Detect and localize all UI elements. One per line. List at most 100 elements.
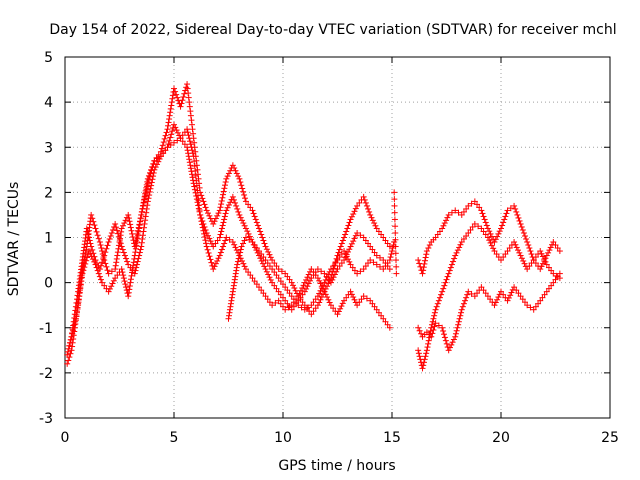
data-point [347,243,354,250]
data-point-fill [218,197,225,204]
data-point-fill [482,290,489,297]
data-point-fill [189,174,196,181]
data-point-fill [299,291,306,298]
data-point-fill [118,228,125,235]
data-point-fill [64,348,71,355]
data-point-fill [214,237,221,244]
data-point-fill [225,170,232,177]
data-point-fill [188,171,195,178]
data-point-fill [418,330,425,337]
data-point-fill [318,268,325,275]
data-point-fill [137,218,144,225]
data-point-fill [351,267,358,274]
data-point [256,248,263,255]
data-point-fill [246,233,253,240]
data-point-fill [132,245,139,252]
data-point-fill [436,228,443,235]
data-point-fill [180,93,187,100]
data-point [85,248,92,255]
data-point-fill [316,277,323,284]
data-point [471,198,478,205]
data-point-fill [153,154,160,161]
data-point-fill [392,229,399,236]
data-point-fill [238,182,245,189]
data-point-fill [104,242,111,249]
data-point-fill [261,263,268,270]
data-point-fill [392,250,399,257]
data-point-fill [115,233,122,240]
data-point-fill [448,261,455,268]
data-point-fill [178,100,185,107]
grid-layer [65,57,610,418]
data-point [83,225,90,232]
data-point [112,220,119,227]
data-point-fill [515,214,522,221]
data-point [223,207,230,214]
data-point-fill [140,199,147,206]
data-point [282,284,289,291]
data-point-fill [350,238,357,245]
data-point [236,211,243,218]
data-point-fill [141,224,148,231]
data-point-fill [431,309,438,316]
data-point-fill [515,247,522,254]
data-point-fill [204,246,211,253]
data-point-fill [168,99,175,106]
data-point [164,144,171,151]
data-point-fill [117,240,124,247]
data-point-fill [280,281,286,288]
data-point-fill [455,321,462,328]
data-point-fill [337,305,344,312]
data-point-fill [487,230,494,237]
data-point-fill [363,202,370,209]
data-point-fill [371,249,378,256]
data-point-fill [191,139,198,146]
data-point-fill [316,290,323,297]
data-point-fill [131,255,138,262]
data-point-fill [519,226,526,233]
data-point-fill [451,255,458,262]
data-point-fill [97,276,104,283]
data-point-fill [233,202,240,209]
data-point-fill [378,231,385,238]
data-point [334,311,341,318]
data-point [269,302,276,309]
data-point-fill [144,178,151,185]
data-point-fill [82,260,89,267]
data-point [275,288,282,295]
data-point-fill [146,192,153,199]
data-point [478,225,485,232]
data-point-fill [207,238,214,245]
data-point [249,207,256,214]
data-point [367,257,374,264]
y-tick-label: 3 [44,140,53,156]
data-point [321,270,328,277]
data-point [88,211,95,218]
data-point [112,275,119,282]
data-point-fill [488,233,495,240]
tick-layer: 0 5 10 15 20 25 -3 -2 -1 0 1 2 3 4 5 [39,50,619,446]
data-point-fill [495,294,502,301]
data-point-fill [233,247,240,254]
data-point-fill [200,227,207,234]
data-point-fill [114,230,121,237]
data-point [543,261,550,268]
data-point-fill [108,229,115,236]
data-point [138,211,145,218]
data-point-fill [108,283,115,290]
data-point-fill [351,235,358,242]
data-point-fill [384,240,391,247]
data-point-fill [179,97,186,104]
data-point-fill [338,303,345,310]
data-point-fill [137,215,144,222]
data-point [373,252,380,259]
data-point-fill [120,249,127,256]
data-point-fill [434,300,441,307]
data-point-fill [163,129,170,136]
data-point-fill [222,178,229,185]
data-point-fill [112,262,119,269]
data-point-fill [172,88,179,95]
data-point-fill [520,229,527,236]
data-point [373,306,380,313]
data-point-fill [487,239,494,246]
